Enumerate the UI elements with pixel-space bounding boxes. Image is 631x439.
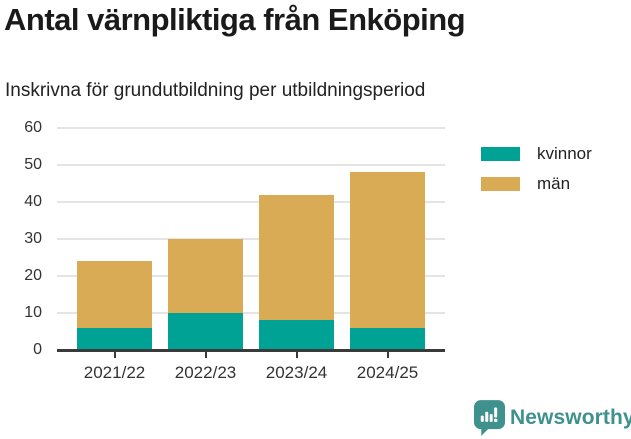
bar-segment-män	[350, 172, 425, 328]
logo-exclamation-dot	[493, 418, 498, 423]
bar-segment-män	[259, 194, 334, 321]
logo-exclamation-bar	[494, 407, 498, 418]
chart-title: Antal värnpliktiga från Enköping	[4, 2, 466, 37]
plot-area	[57, 127, 445, 350]
bar-segment-kvinnor	[350, 327, 425, 350]
x-tick-label: 2023/24	[265, 363, 328, 382]
legend-item-män: män	[481, 175, 592, 192]
y-tick-label: 50	[24, 156, 42, 173]
bar-segment-kvinnor	[168, 313, 243, 350]
y-tick-label: 30	[24, 230, 42, 247]
y-tick-label: 40	[24, 193, 42, 210]
x-tick-mark	[295, 352, 298, 358]
y-tick-label: 60	[24, 119, 42, 136]
legend: kvinnor män	[481, 145, 592, 192]
bar-segment-kvinnor	[259, 320, 334, 350]
bar-segment-kvinnor	[77, 327, 152, 350]
y-tick-label: 10	[24, 304, 42, 321]
legend-swatch	[481, 146, 520, 161]
y-axis: 0 10 20 30 40 50 60	[0, 120, 50, 358]
chart-subtitle: Inskrivna för grundutbildning per utbild…	[5, 80, 426, 101]
gridline	[57, 238, 445, 240]
legend-label: kvinnor	[537, 144, 592, 163]
x-tick-mark	[113, 352, 116, 358]
x-tick-label: 2021/22	[83, 363, 146, 382]
y-tick-label: 0	[33, 341, 42, 358]
legend-item-kvinnor: kvinnor	[481, 145, 592, 162]
x-tick-label: 2022/23	[174, 363, 237, 382]
x-tick-label: 2024/25	[356, 363, 419, 382]
bar-segment-män	[77, 261, 152, 328]
logo-bar-3	[489, 414, 493, 422]
newsworthy-logo-icon	[474, 400, 505, 436]
x-axis: 2021/22 2022/23 2023/24 2024/25	[57, 352, 445, 392]
legend-swatch	[481, 176, 520, 191]
brand-name: Newsworthy	[510, 406, 631, 429]
x-axis-line	[57, 349, 445, 352]
gridline	[57, 275, 445, 277]
gridline	[57, 127, 445, 129]
logo-bar-2	[485, 411, 489, 422]
x-tick-mark	[386, 352, 389, 358]
brand-footer: Newsworthy	[474, 400, 631, 436]
logo-bar-1	[480, 415, 484, 422]
gridline	[57, 312, 445, 314]
y-tick-label: 20	[24, 267, 42, 284]
gridline	[57, 164, 445, 166]
x-tick-mark	[204, 352, 207, 358]
legend-label: män	[537, 174, 571, 193]
gridline	[57, 201, 445, 203]
bar-segment-män	[168, 239, 243, 313]
